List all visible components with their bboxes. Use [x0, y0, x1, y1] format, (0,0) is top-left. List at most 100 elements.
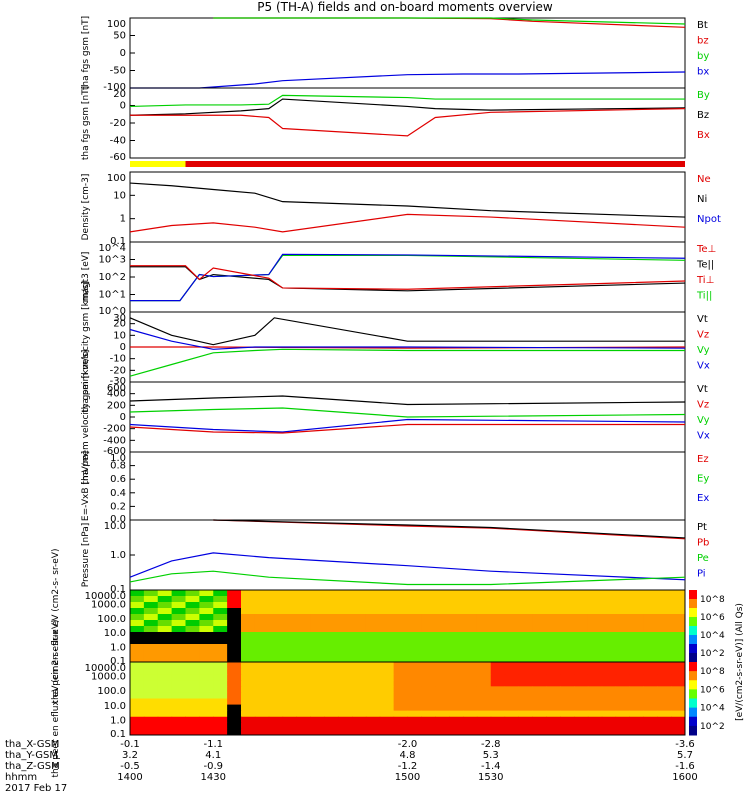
heatmap-cell: [657, 722, 672, 730]
heatmap-cell: [449, 626, 464, 633]
legend-Vt: Vt: [697, 384, 708, 395]
heatmap-cell: [185, 668, 200, 675]
heatmap-cell: [560, 608, 575, 615]
heatmap-cell: [213, 716, 228, 724]
heatmap-cell: [629, 698, 644, 706]
heatmap-cell: [143, 596, 159, 603]
heatmap-cell: [476, 704, 492, 712]
heatmap-cell: [657, 716, 672, 724]
heatmap-cell: [254, 638, 270, 645]
heatmap-cell: [407, 614, 422, 621]
heatmap-cell: [518, 680, 533, 687]
heatmap-cell: [518, 698, 533, 706]
heatmap-cell: [393, 698, 408, 706]
heatmap-cell: [365, 722, 381, 730]
heatmap-cell: [657, 728, 672, 736]
heatmap-cell: [227, 692, 242, 699]
heatmap-cell: [490, 668, 506, 675]
heatmap-cell: [463, 674, 478, 681]
heatmap-cell: [268, 632, 284, 639]
heatmap-cell: [241, 632, 256, 639]
colorbar-tick: 10^4: [700, 704, 725, 714]
heatmap-cell: [643, 722, 658, 730]
heatmap-cell: [490, 728, 506, 736]
heatmap-cell: [185, 674, 200, 681]
heatmap-cell: [213, 698, 228, 706]
heatmap-cell: [282, 680, 297, 687]
heatmap-cell: [574, 656, 589, 663]
y-tick-label: 0.2: [110, 501, 126, 512]
heatmap-cell: [241, 710, 256, 718]
heatmap-cell: [601, 728, 617, 736]
heatmap-cell: [268, 722, 284, 730]
heatmap-cell: [629, 674, 644, 681]
heatmap-cell: [421, 662, 436, 669]
heatmap-cell: [643, 590, 658, 597]
heatmap-cell: [601, 710, 617, 718]
heatmap-cell: [574, 632, 589, 639]
heatmap-cell: [379, 692, 395, 699]
heatmap-cell: [324, 656, 339, 663]
y-tick-label: 0.8: [110, 461, 126, 472]
heatmap-cell: [171, 692, 186, 699]
heatmap-cell: [268, 626, 284, 633]
heatmap-cell: [213, 674, 228, 681]
heatmap-cell: [130, 632, 145, 639]
heatmap-cell: [671, 608, 686, 615]
heatmap-cell: [296, 710, 311, 718]
heatmap-cell: [296, 656, 311, 663]
heatmap-cell: [213, 710, 228, 718]
heatmap-cell: [282, 590, 297, 597]
heatmap-cell: [185, 644, 200, 651]
heatmap-cell: [282, 704, 297, 712]
legend-Ex: Ex: [697, 493, 709, 504]
heatmap-cell: [435, 626, 450, 633]
heatmap-cell: [282, 656, 297, 663]
panel-vel_e: tha peem velocity gsm [km/s] 6004002000-2…: [81, 350, 710, 485]
heatmap-cell: [324, 680, 339, 687]
heatmap-cell: [490, 626, 506, 633]
heatmap-cell: [227, 596, 242, 603]
heatmap-cell: [601, 722, 617, 730]
heatmap-cell: [518, 632, 533, 639]
heatmap-cell: [143, 590, 159, 597]
heatmap-cell: [310, 686, 325, 693]
panel-efield: E=-VxB [mV/m] 1.00.8 0.6 0.4 0.2 0.0 Ez Ey Ex: [81, 451, 709, 525]
heatmap-cell: [338, 626, 353, 633]
y-tick-label: 0.1: [110, 584, 126, 595]
heatmap-cell: [143, 602, 159, 609]
heatmap-cell: [490, 680, 506, 687]
heatmap-cell: [463, 710, 478, 718]
heatmap-cell: [587, 668, 603, 675]
heatmap-cell: [352, 626, 367, 633]
heatmap-cell: [643, 650, 658, 657]
heatmap-cell: [560, 650, 575, 657]
heatmap-cell: [532, 710, 547, 718]
heatmap-cell: [490, 656, 506, 663]
heatmap-cell: [268, 686, 284, 693]
y-tick-label: -400: [103, 435, 126, 446]
heatmap-cell: [379, 626, 395, 633]
heatmap-cell: [130, 674, 145, 681]
heatmap-cell: [213, 638, 228, 645]
heatmap-cell: [532, 614, 547, 621]
legend-Vy: Vy: [697, 415, 710, 426]
y-tick-label: 0: [120, 48, 126, 59]
heatmap-cell: [268, 650, 284, 657]
heatmap-cell: [671, 668, 686, 675]
heatmap-cell: [560, 632, 575, 639]
heatmap-cell: [143, 722, 159, 730]
heatmap-cell: [171, 662, 186, 669]
heatmap-cell: [671, 686, 686, 693]
heatmap-cell: [130, 662, 145, 669]
heatmap-cell: [296, 722, 311, 730]
heatmap-cell: [490, 614, 506, 621]
heatmap-cell: [629, 686, 644, 693]
heatmap-cell: [393, 680, 408, 687]
heatmap-cell: [199, 596, 214, 603]
legend-Pt: Pt: [697, 522, 707, 533]
heatmap-cell: [171, 626, 186, 633]
heatmap-cell: [296, 662, 311, 669]
heatmap-cell: [130, 644, 145, 651]
heatmap-cell: [421, 602, 436, 609]
